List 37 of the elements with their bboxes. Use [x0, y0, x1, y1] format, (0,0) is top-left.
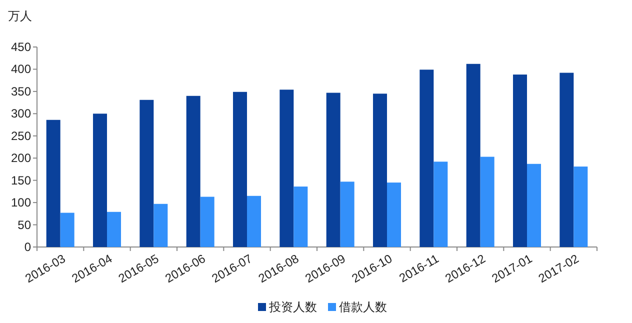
bar — [513, 74, 527, 247]
bar — [373, 94, 387, 247]
bar — [420, 70, 434, 247]
bar — [60, 212, 74, 247]
y-tick-label: 400 — [10, 62, 32, 76]
bar — [294, 186, 308, 247]
bar — [527, 164, 541, 247]
bar — [574, 166, 588, 247]
bar — [200, 196, 214, 247]
bar — [140, 100, 154, 247]
y-tick-label: 200 — [10, 151, 32, 166]
bar — [233, 92, 247, 247]
y-axis-title: 万人 — [8, 9, 32, 23]
bar — [480, 156, 494, 247]
y-tick-label: 300 — [10, 106, 32, 121]
legend-label: 借款人数 — [339, 300, 387, 314]
bar — [340, 182, 354, 247]
bar — [107, 212, 121, 247]
bar — [186, 96, 200, 247]
y-tick-label: 100 — [10, 196, 32, 210]
bar — [387, 182, 401, 247]
bar — [280, 90, 294, 247]
bar — [46, 120, 60, 247]
bar — [466, 64, 480, 247]
bar — [434, 162, 448, 247]
bar — [560, 72, 574, 247]
bar — [93, 114, 107, 247]
y-tick-label: 350 — [10, 84, 32, 98]
bar — [154, 204, 168, 247]
y-tick-label: 250 — [10, 128, 32, 143]
bar — [326, 92, 340, 247]
y-tick-label: 0 — [24, 240, 32, 254]
y-tick-label: 150 — [10, 173, 32, 188]
legend-label: 投资人数 — [268, 300, 317, 314]
bar — [247, 196, 261, 247]
y-tick-label: 50 — [18, 218, 32, 232]
y-tick-label: 450 — [10, 40, 32, 54]
